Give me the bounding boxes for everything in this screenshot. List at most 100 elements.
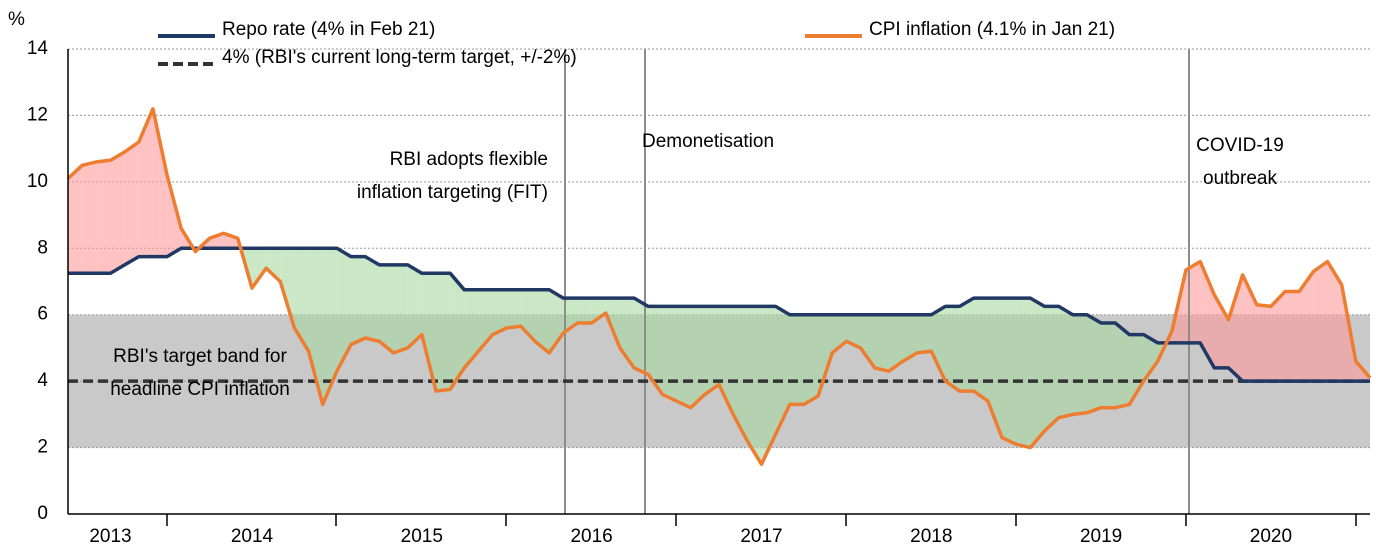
x-tick-label: 2019 — [1080, 526, 1122, 547]
gap-fill — [436, 273, 451, 392]
y-tick-label: 8 — [37, 237, 48, 258]
gap-fill — [1044, 306, 1059, 431]
gap-fill — [803, 314, 819, 405]
y-tick-label: 0 — [37, 503, 48, 524]
gap-fill — [1016, 298, 1031, 448]
x-tick-label: 2013 — [89, 526, 131, 547]
series-line — [66, 107, 1372, 466]
gap-fill — [138, 108, 153, 257]
gap-fill — [266, 248, 281, 282]
y-tick-label: 4 — [37, 370, 48, 391]
gap-fill — [903, 314, 918, 362]
x-tick-label: 2018 — [910, 526, 952, 547]
gap-fill — [860, 314, 875, 368]
line-layer — [66, 107, 1372, 466]
gap-fill — [1327, 261, 1342, 382]
gap-fill — [407, 264, 422, 348]
gap-fill — [96, 160, 111, 274]
gap-fill — [379, 264, 394, 353]
gap-fill — [634, 298, 649, 375]
gap-fill — [336, 248, 351, 372]
gap-fill — [478, 289, 493, 352]
gap-fill — [1030, 298, 1045, 448]
gap-fill — [662, 306, 677, 402]
year-ticks — [166, 514, 1357, 526]
x-tick-label: 2017 — [740, 526, 782, 547]
background-layer — [68, 48, 1370, 515]
gap-fill — [535, 289, 550, 353]
gap-fill — [492, 289, 507, 335]
band-label: RBI's target band for — [113, 346, 287, 367]
y-tick-label: 14 — [27, 38, 49, 59]
x-tick-label: 2020 — [1250, 526, 1292, 547]
gap-fill — [294, 248, 309, 352]
gap-fill — [676, 306, 691, 408]
series-line — [68, 246, 1370, 383]
gap-fill — [818, 314, 833, 397]
gap-fill — [1002, 298, 1017, 445]
gap-fill — [1143, 334, 1158, 382]
gap-fill — [888, 314, 903, 372]
annotation: inflation targeting (FIT) — [357, 182, 548, 203]
gap-fill — [973, 298, 988, 402]
y-tick-label: 10 — [27, 171, 48, 192]
gap-fill — [1299, 271, 1314, 382]
gap-fill — [1256, 304, 1271, 382]
gap-fill — [704, 306, 719, 395]
legend-label: Repo rate (4% in Feb 21) — [222, 19, 435, 40]
gap-fill — [450, 273, 465, 390]
gap-fill — [719, 306, 734, 415]
x-tick-label: 2014 — [231, 526, 274, 547]
gap-fill — [789, 314, 804, 405]
gap-fill — [124, 142, 139, 265]
gap-fill — [987, 298, 1002, 438]
gap-fill — [252, 248, 267, 289]
gap-fill — [733, 306, 748, 441]
gap-fill — [365, 256, 380, 342]
y-tick-label: 2 — [37, 437, 48, 458]
x-tick-label: 2016 — [570, 526, 612, 547]
gap-fill — [775, 306, 790, 435]
gap-fill — [577, 298, 592, 323]
label-layer: 0 2 4 6 8 10 12 14 2013 2014 2015 2016 2017 2018 2019 2… — [27, 19, 1292, 547]
gap-fill — [152, 108, 168, 257]
annotation: RBI adopts flexible — [390, 149, 548, 170]
x-tick-label: 2015 — [401, 526, 443, 547]
gap-fill — [322, 248, 337, 405]
gap-fill — [761, 306, 776, 465]
gap-fill — [959, 298, 974, 392]
gap-fill — [421, 273, 436, 392]
y-tick-label: 12 — [27, 104, 48, 125]
gap-fill — [1285, 291, 1300, 382]
gap-fill — [931, 306, 946, 382]
annotation: Demonetisation — [642, 131, 774, 152]
gap-fill — [308, 248, 323, 405]
gap-fill — [1115, 323, 1130, 408]
y-unit: % — [8, 9, 25, 30]
gap-fill — [1228, 274, 1243, 382]
gap-fill — [1214, 294, 1229, 368]
y-tick-label: 6 — [37, 304, 48, 325]
gap-fill — [1270, 291, 1286, 382]
gap-fill — [846, 314, 861, 348]
annotation: outbreak — [1203, 168, 1277, 189]
gap-fill — [1072, 314, 1087, 415]
gap-fill — [167, 175, 182, 257]
gap-fill — [1242, 274, 1257, 382]
gap-fill — [917, 314, 932, 353]
gap-fill — [648, 306, 663, 395]
gap-fill — [506, 289, 521, 328]
gap-fill — [393, 264, 408, 353]
gap-fill — [1087, 314, 1102, 413]
gap-fill — [747, 306, 762, 465]
gap-fill — [110, 152, 125, 274]
annotation: COVID-19 — [1196, 135, 1284, 156]
gap-fill — [591, 298, 606, 323]
gap-fill — [1313, 261, 1328, 382]
gap-fill — [690, 306, 705, 408]
gap-fill — [82, 161, 97, 274]
gap-fill — [1058, 306, 1073, 418]
gap-fill — [1129, 334, 1144, 405]
legend-label: 4% (RBI's current long-term target, +/-2… — [222, 47, 577, 68]
